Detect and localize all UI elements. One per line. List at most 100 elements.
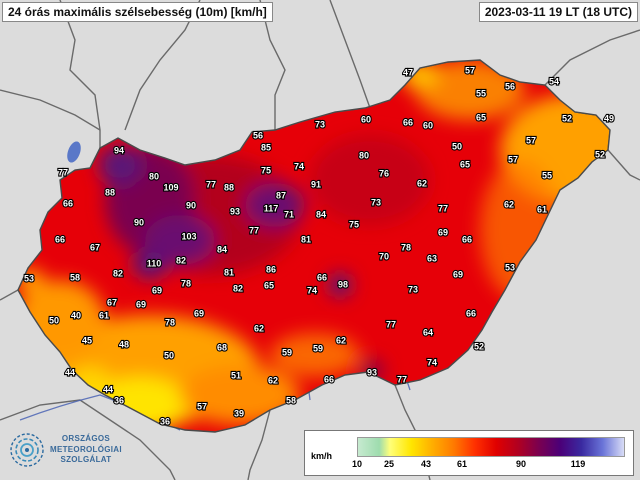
station-value: 50 xyxy=(164,350,174,360)
station-value: 88 xyxy=(105,187,115,197)
station-value: 69 xyxy=(438,227,448,237)
station-value: 66 xyxy=(466,308,476,318)
station-value: 36 xyxy=(114,395,124,405)
station-value: 55 xyxy=(476,88,486,98)
station-value: 64 xyxy=(423,327,433,337)
station-value: 77 xyxy=(206,179,216,189)
station-value: 67 xyxy=(90,242,100,252)
station-value: 80 xyxy=(359,150,369,160)
station-value: 73 xyxy=(315,119,325,129)
station-value: 59 xyxy=(282,347,292,357)
station-value: 90 xyxy=(186,200,196,210)
station-value: 87 xyxy=(276,190,286,200)
station-value: 62 xyxy=(268,375,278,385)
station-value: 57 xyxy=(526,135,536,145)
station-value: 62 xyxy=(504,199,514,209)
station-value: 84 xyxy=(217,244,227,254)
station-value: 77 xyxy=(249,225,259,235)
station-value: 66 xyxy=(55,234,65,244)
station-value: 74 xyxy=(294,161,304,171)
station-value: 78 xyxy=(165,317,175,327)
station-value: 103 xyxy=(181,231,196,241)
station-value: 62 xyxy=(417,178,427,188)
station-value: 76 xyxy=(379,168,389,178)
station-value: 74 xyxy=(307,285,317,295)
station-value: 74 xyxy=(427,357,437,367)
station-value: 77 xyxy=(397,374,407,384)
station-value: 56 xyxy=(253,130,263,140)
station-value: 65 xyxy=(460,159,470,169)
station-value: 57 xyxy=(465,65,475,75)
station-value: 65 xyxy=(476,112,486,122)
station-value: 93 xyxy=(367,367,377,377)
station-value: 52 xyxy=(474,341,484,351)
station-value: 80 xyxy=(149,171,159,181)
station-value: 58 xyxy=(70,272,80,282)
station-value: 53 xyxy=(24,273,34,283)
station-value: 75 xyxy=(349,219,359,229)
station-value: 59 xyxy=(313,343,323,353)
station-value: 69 xyxy=(453,269,463,279)
station-value: 98 xyxy=(338,279,348,289)
station-value: 60 xyxy=(361,114,371,124)
station-value: 85 xyxy=(261,142,271,152)
legend-tick: 61 xyxy=(456,459,468,469)
station-value: 82 xyxy=(113,268,123,278)
station-value: 73 xyxy=(408,284,418,294)
station-value: 77 xyxy=(58,167,68,177)
logo-line-1: ORSZÁGOS xyxy=(61,434,111,443)
omsz-logo-text: ORSZÁGOS METEOROLÓGIAI SZOLGÁLAT xyxy=(50,434,122,466)
station-value: 77 xyxy=(438,203,448,213)
station-value: 63 xyxy=(427,253,437,263)
station-value: 84 xyxy=(316,209,326,219)
station-value: 94 xyxy=(114,145,124,155)
station-value: 81 xyxy=(224,267,234,277)
station-value: 58 xyxy=(286,395,296,405)
station-value: 77 xyxy=(386,319,396,329)
station-value: 66 xyxy=(324,374,334,384)
station-value: 73 xyxy=(371,197,381,207)
station-value: 117 xyxy=(264,203,279,213)
station-value: 91 xyxy=(311,179,321,189)
map-title: 24 órás maximális szélsebesség (10m) [km… xyxy=(2,2,273,22)
station-value: 48 xyxy=(119,339,129,349)
station-value: 62 xyxy=(336,335,346,345)
station-value: 40 xyxy=(71,310,81,320)
legend-tick: 25 xyxy=(383,459,395,469)
station-value: 62 xyxy=(254,323,264,333)
station-value: 36 xyxy=(160,416,170,426)
omsz-swirl-icon xyxy=(10,433,44,467)
station-value: 52 xyxy=(562,113,572,123)
omsz-logo: ORSZÁGOS METEOROLÓGIAI SZOLGÁLAT xyxy=(8,430,158,476)
station-values: 47 57 54 55 56 52 49 65 73 60 66 60 57 56 85 50 65 57 52 94… xyxy=(23,64,615,427)
station-value: 44 xyxy=(65,367,75,377)
legend-unit: km/h xyxy=(311,451,333,461)
legend-tick: 119 xyxy=(570,459,586,469)
station-value: 50 xyxy=(452,141,462,151)
station-value: 110 xyxy=(147,258,162,268)
station-value: 61 xyxy=(99,310,109,320)
station-value: 51 xyxy=(231,370,241,380)
station-value: 60 xyxy=(423,120,433,130)
station-value: 66 xyxy=(462,234,472,244)
station-value: 66 xyxy=(317,272,327,282)
logo-line-2: METEOROLÓGIAI xyxy=(50,444,122,454)
logo-line-3: SZOLGÁLAT xyxy=(60,455,112,464)
station-value: 54 xyxy=(549,76,559,86)
station-value: 49 xyxy=(604,113,614,123)
station-value: 109 xyxy=(163,182,178,192)
station-value: 44 xyxy=(103,384,113,394)
station-value: 69 xyxy=(152,285,162,295)
station-value: 61 xyxy=(537,204,547,214)
station-value: 57 xyxy=(197,401,207,411)
station-value: 55 xyxy=(542,170,552,180)
station-value: 53 xyxy=(505,262,515,272)
map-timestamp: 2023-03-11 19 LT (18 UTC) xyxy=(478,2,638,22)
color-legend: km/h 10 25 43 61 90 119 xyxy=(304,430,634,476)
station-value: 90 xyxy=(134,217,144,227)
station-value: 66 xyxy=(63,198,73,208)
station-value: 75 xyxy=(261,165,271,175)
station-value: 52 xyxy=(595,149,605,159)
